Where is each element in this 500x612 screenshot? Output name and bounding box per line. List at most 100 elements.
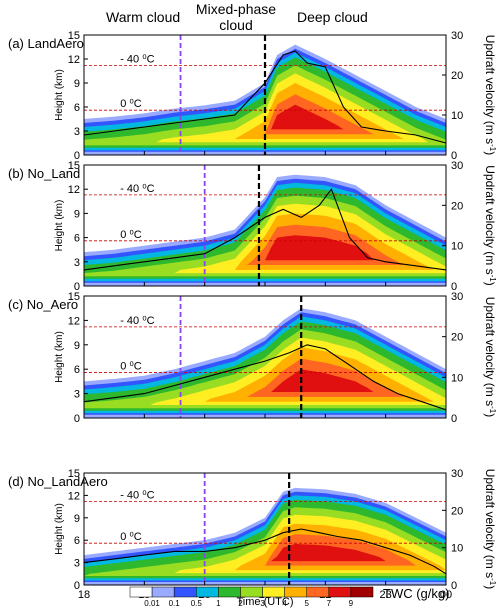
colorbar: 0.01 0.1 0.5 1 2 3 4 5 7 9 xyxy=(129,586,374,608)
y-left-tick-label: 0 xyxy=(74,281,80,293)
colorbar-swatch xyxy=(196,586,219,598)
y-left-tick-label: 3 xyxy=(74,126,80,138)
colorbar-level-label: 3 xyxy=(260,599,265,608)
twc-contour-band xyxy=(84,543,446,562)
y-right-tick-label: 0 xyxy=(451,413,457,425)
y-right-tick-label: 0 xyxy=(451,580,457,592)
y-right-label-sup: -1 xyxy=(488,578,497,586)
y-left-tick-label: 15 xyxy=(68,468,80,480)
colorbar-swatch xyxy=(328,586,352,598)
isotherm-minus40-label: - 40 ⁰C xyxy=(120,315,154,327)
colorbar-level-label: 4 xyxy=(282,599,287,608)
y-right-label-end: ) xyxy=(483,282,497,286)
x-tick-label: 23 xyxy=(380,589,392,601)
isotherm-minus40-label: - 40 ⁰C xyxy=(120,489,154,501)
isotherm-zero-label: 0 ⁰C xyxy=(120,531,142,543)
isotherm-minus40-label: - 40 ⁰C xyxy=(120,183,154,195)
y-left-tick-label: 9 xyxy=(74,340,80,352)
y-left-tick-label: 9 xyxy=(74,208,80,220)
colorbar-swatch xyxy=(240,586,263,598)
isotherm-zero-label: 0 ⁰C xyxy=(120,360,142,372)
y-right-tick-label: 10 xyxy=(451,241,463,253)
y-left-tick-label: 12 xyxy=(68,184,80,196)
y-left-tick-label: 0 xyxy=(74,580,80,592)
panel-c: - 40 ⁰C 0 ⁰C (c) No_Aero 0 3 6 9 12 15 Height (km… xyxy=(8,291,497,425)
colorbar-level-label: 0.01 xyxy=(144,599,160,608)
panel-label: (a) LandAero xyxy=(8,36,84,51)
y-right-label-sup: -1 xyxy=(488,406,497,414)
y-right-tick-label: 30 xyxy=(451,468,463,480)
y-right-label-text: Updraft velocity (m s xyxy=(483,469,497,578)
y-right-label-text: Updraft velocity (m s xyxy=(483,35,497,144)
updraft-velocity-line xyxy=(83,344,447,411)
y-left-tick-label: 6 xyxy=(74,102,80,114)
colorbar-level-label: 0.5 xyxy=(191,599,203,608)
updraft-velocity-line xyxy=(83,528,447,575)
y-right-tick-label: 0 xyxy=(451,150,457,162)
panel-label: (b) No_Land xyxy=(8,166,80,181)
colorbar-swatch xyxy=(350,586,374,598)
colorbar-level-label: 5 xyxy=(305,599,310,608)
y-right-tick-label: 0 xyxy=(451,281,457,293)
y-left-tick-label: 0 xyxy=(74,150,80,162)
y-left-tick-label: 0 xyxy=(74,413,80,425)
y-left-label: Height (km) xyxy=(54,69,65,121)
y-right-tick-label: 20 xyxy=(451,200,463,212)
isotherm-zero-label: 0 ⁰C xyxy=(120,229,142,241)
y-left-tick-label: 12 xyxy=(68,490,80,502)
header-warm-cloud: Warm cloud xyxy=(106,9,180,25)
colorbar-swatch xyxy=(284,586,307,598)
panel-label: (d) No_LandAero xyxy=(8,474,108,489)
y-right-label: Updraft velocity (m s-1) xyxy=(483,469,497,589)
isotherm-minus40-label: - 40 ⁰C xyxy=(120,53,154,65)
colorbar-level-label: 2 xyxy=(238,599,243,608)
y-left-tick-label: 6 xyxy=(74,364,80,376)
isotherm-zero-label: 0 ⁰C xyxy=(120,98,142,110)
header-mixed-phase: Mixed-phase xyxy=(196,1,276,17)
y-right-label-sup: -1 xyxy=(488,275,497,283)
y-right-tick-label: 10 xyxy=(451,372,463,384)
colorbar-level-label: 7 xyxy=(327,599,332,608)
y-left-tick-label: 3 xyxy=(74,257,80,269)
y-right-label-text: Updraft velocity (m s xyxy=(483,297,497,406)
colorbar-level-label: 1 xyxy=(216,599,221,608)
x-tick-label: 18 xyxy=(78,589,90,601)
y-right-label-end: ) xyxy=(483,585,497,589)
y-left-tick-label: 6 xyxy=(74,535,80,547)
colorbar-swatch xyxy=(151,586,175,598)
y-left-tick-label: 12 xyxy=(68,54,80,66)
updraft-velocity-line xyxy=(83,188,447,271)
twc-contour-band xyxy=(84,369,446,392)
twc-contour-band xyxy=(84,235,446,261)
y-right-tick-label: 30 xyxy=(451,30,463,42)
y-right-tick-label: 20 xyxy=(451,70,463,82)
y-left-label: Height (km) xyxy=(54,331,65,383)
colorbar-swatch xyxy=(218,586,241,598)
x-tick-label: 00 xyxy=(440,589,452,601)
y-right-label-end: ) xyxy=(483,413,497,417)
y-left-tick-label: 6 xyxy=(74,233,80,245)
y-right-tick-label: 20 xyxy=(451,332,463,344)
y-right-tick-label: 30 xyxy=(451,160,463,172)
y-right-tick-label: 30 xyxy=(451,291,463,303)
y-right-label: Updraft velocity (m s-1) xyxy=(483,297,497,417)
y-left-tick-label: 12 xyxy=(68,315,80,327)
header-mixed-phase-cloud: cloud xyxy=(219,17,252,33)
updraft-velocity-line xyxy=(83,50,447,144)
y-right-label-sup: -1 xyxy=(488,144,497,152)
y-right-label-text: Updraft velocity (m s xyxy=(483,165,497,274)
y-left-tick-label: 9 xyxy=(74,513,80,525)
colorbar-swatch xyxy=(129,586,153,598)
y-right-tick-label: 10 xyxy=(451,110,463,122)
y-right-label-end: ) xyxy=(483,151,497,155)
y-left-tick-label: 15 xyxy=(68,30,80,42)
panel-label: (c) No_Aero xyxy=(8,297,78,312)
panel-a: - 40 ⁰C 0 ⁰C (a) LandAero 0 3 6 9 12 15 Height (k… xyxy=(8,30,497,162)
y-left-tick-label: 9 xyxy=(74,78,80,90)
y-left-tick-label: 3 xyxy=(74,558,80,570)
y-left-tick-label: 3 xyxy=(74,389,80,401)
colorbar-swatch xyxy=(173,586,197,598)
colorbar-swatch xyxy=(306,586,330,598)
y-left-tick-label: 15 xyxy=(68,160,80,172)
